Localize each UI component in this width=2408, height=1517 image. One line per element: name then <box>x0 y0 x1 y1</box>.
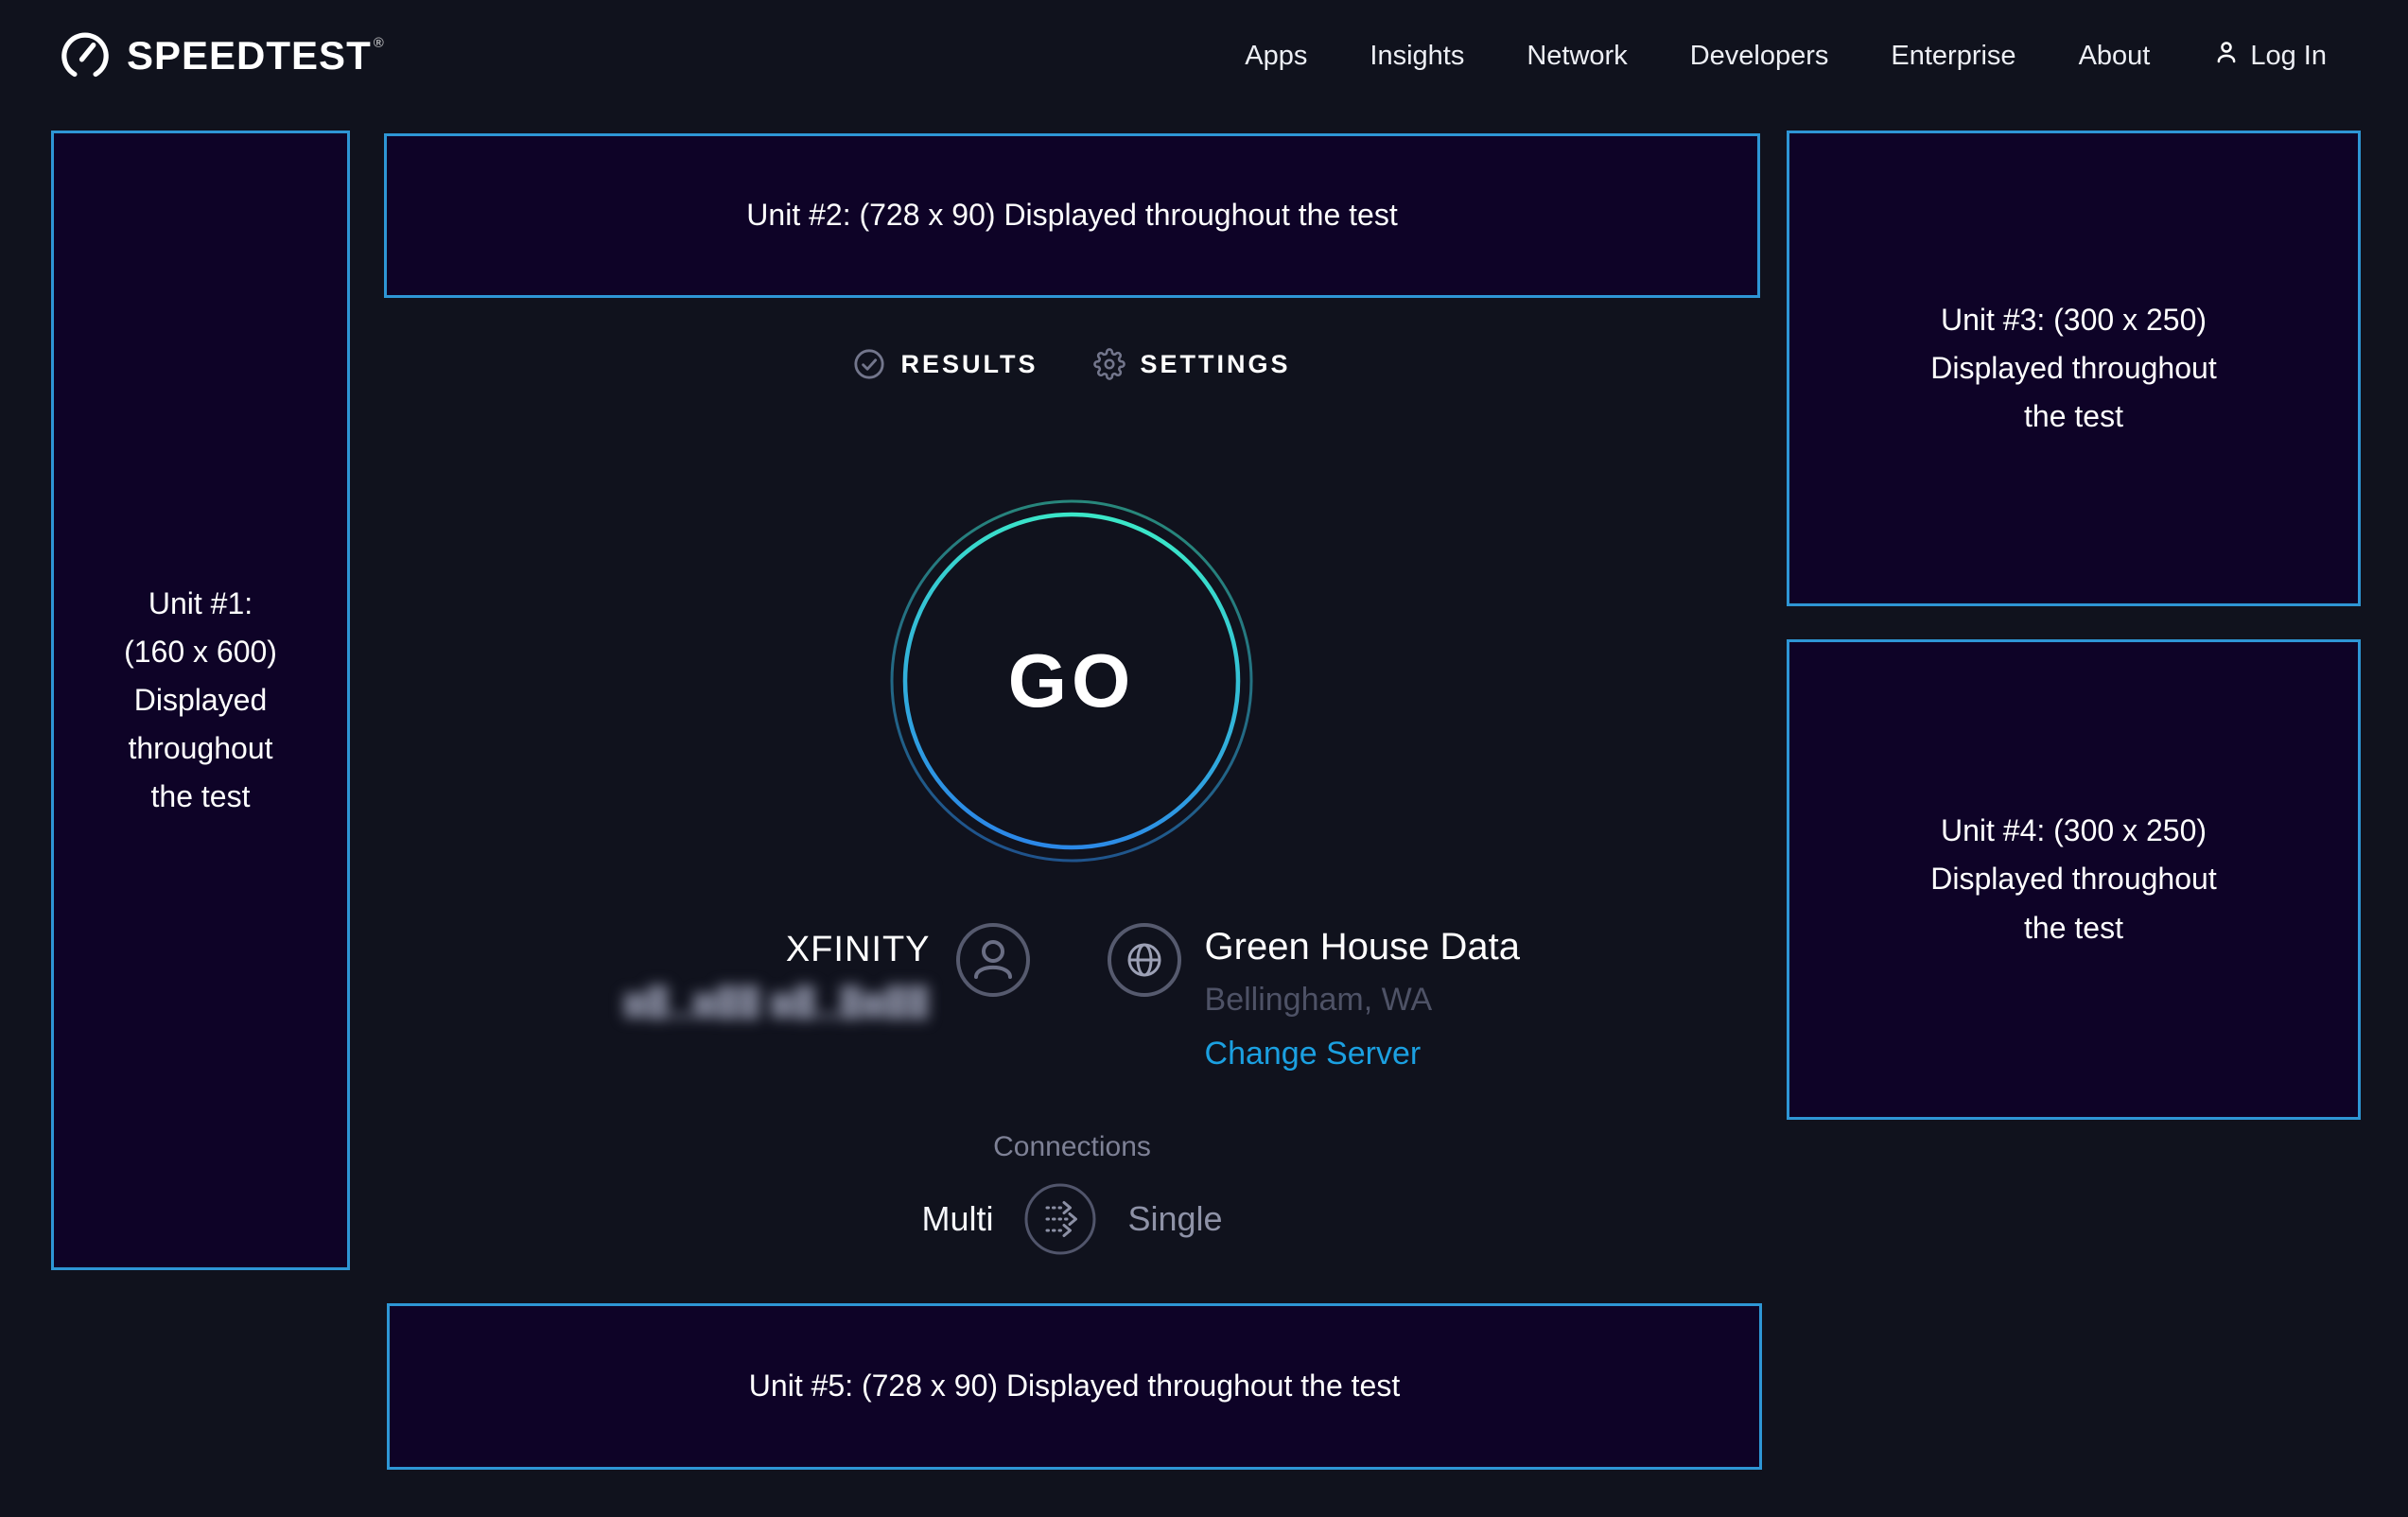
header: SPEEDTEST ® Apps Insights Network Develop… <box>0 0 2408 112</box>
nav-item-network[interactable]: Network <box>1527 40 1628 71</box>
person-circle-icon <box>955 922 1031 1003</box>
nav-item-about[interactable]: About <box>2078 40 2151 71</box>
isp-block: XFINITY ▆█▁▆██ ▆█▁█▆██ <box>624 922 1031 1019</box>
connections-single-option[interactable]: Single <box>1127 1199 1223 1238</box>
login-button[interactable]: Log In <box>2212 38 2327 74</box>
trademark-symbol: ® <box>373 35 385 51</box>
connections-label: Connections <box>993 1131 1151 1162</box>
ad-unit-3-label: Unit #3: (300 x 250) Displayed throughou… <box>1930 302 2217 434</box>
ad-unit-1[interactable]: Unit #1: (160 x 600) Displayed throughou… <box>51 131 350 1270</box>
isp-redacted-detail: ▆█▁▆██ ▆█▁█▆██ <box>623 986 931 1018</box>
gear-icon <box>1092 348 1125 380</box>
ad-unit-2[interactable]: Unit #2: (728 x 90) Displayed throughout… <box>384 133 1760 298</box>
nav-item-apps[interactable]: Apps <box>1245 40 1308 71</box>
connections-toggle[interactable] <box>1023 1182 1097 1256</box>
server-block: Green House Data Bellingham, WA Change S… <box>1107 922 1521 1072</box>
main-nav: Apps Insights Network Developers Enterpr… <box>1245 38 2327 74</box>
ad-unit-4[interactable]: Unit #4: (300 x 250) Displayed throughou… <box>1787 639 2361 1120</box>
tabs-bar: RESULTS SETTINGS <box>384 342 1760 386</box>
change-server-link[interactable]: Change Server <box>1204 1036 1422 1072</box>
globe-circle-icon <box>1107 922 1182 1003</box>
go-rings <box>890 499 1253 863</box>
connections-section: Connections Multi Single <box>384 1131 1760 1256</box>
multi-connection-arrows-icon <box>1024 1183 1096 1255</box>
ad-unit-5[interactable]: Unit #5: (728 x 90) Displayed throughout… <box>387 1303 1762 1470</box>
tab-results-label: RESULTS <box>900 349 1038 378</box>
nav-item-enterprise[interactable]: Enterprise <box>1891 40 2016 71</box>
tab-results[interactable]: RESULTS <box>853 348 1038 380</box>
server-name: Green House Data <box>1204 926 1521 968</box>
login-label: Log In <box>2250 40 2327 71</box>
ad-unit-2-label: Unit #2: (728 x 90) Displayed throughout… <box>746 198 1398 233</box>
logo-wordmark: SPEEDTEST ® <box>127 33 385 78</box>
ad-unit-4-label: Unit #4: (300 x 250) Displayed throughou… <box>1930 813 2217 945</box>
server-location: Bellingham, WA <box>1204 982 1433 1018</box>
nav-item-insights[interactable]: Insights <box>1370 40 1465 71</box>
tab-settings-label: SETTINGS <box>1140 349 1291 378</box>
ad-unit-3[interactable]: Unit #3: (300 x 250) Displayed throughou… <box>1787 131 2361 606</box>
isp-name: XFINITY <box>785 930 931 969</box>
gauge-icon <box>59 27 112 85</box>
go-label: GO <box>1007 638 1136 723</box>
connections-multi-option[interactable]: Multi <box>921 1199 994 1238</box>
test-info-row: XFINITY ▆█▁▆██ ▆█▁█▆██ Green House Data … <box>384 922 1760 1072</box>
tab-settings[interactable]: SETTINGS <box>1092 348 1291 380</box>
ad-unit-1-label: Unit #1: (160 x 600) Displayed throughou… <box>124 585 277 814</box>
ad-unit-5-label: Unit #5: (728 x 90) Displayed throughout… <box>748 1369 1401 1404</box>
check-circle-icon <box>853 348 885 380</box>
speedtest-logo[interactable]: SPEEDTEST ® <box>59 27 385 85</box>
nav-item-developers[interactable]: Developers <box>1689 40 1829 71</box>
user-icon <box>2212 38 2241 74</box>
go-button[interactable]: GO <box>889 498 1254 863</box>
